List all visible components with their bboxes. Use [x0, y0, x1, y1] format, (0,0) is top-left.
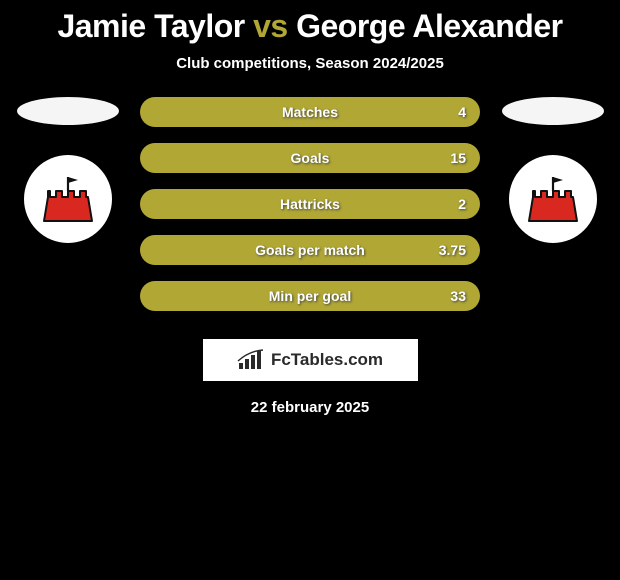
stat-bars: Matches 4 Goals 15 Hattricks 2 Goals per…	[140, 97, 480, 311]
player1-name: Jamie Taylor	[57, 8, 244, 44]
brand-text: FcTables.com	[271, 350, 383, 370]
left-column	[15, 97, 120, 243]
brand-main: Tables	[291, 350, 344, 369]
vs-separator: vs	[253, 8, 288, 44]
stat-row-goals: Goals 15	[140, 143, 480, 173]
fort-icon	[523, 169, 583, 229]
page-title: Jamie Taylor vs George Alexander	[0, 0, 620, 45]
stat-label: Matches	[140, 104, 480, 120]
stat-row-min-per-goal: Min per goal 33	[140, 281, 480, 311]
stat-label: Goals per match	[140, 242, 480, 258]
player1-oval	[17, 97, 119, 125]
stat-label: Hattricks	[140, 196, 480, 212]
comparison-area: Matches 4 Goals 15 Hattricks 2 Goals per…	[0, 97, 620, 311]
bar-chart-icon	[237, 349, 267, 371]
stat-value: 2	[458, 196, 466, 212]
stat-value: 4	[458, 104, 466, 120]
player2-name: George Alexander	[296, 8, 562, 44]
player1-club-badge	[24, 155, 112, 243]
brand-prefix: Fc	[271, 350, 291, 369]
fort-icon	[38, 169, 98, 229]
stat-value: 3.75	[439, 242, 466, 258]
stat-row-matches: Matches 4	[140, 97, 480, 127]
player2-club-badge	[509, 155, 597, 243]
player2-oval	[502, 97, 604, 125]
brand-box: FcTables.com	[203, 339, 418, 381]
brand-suffix: .com	[343, 350, 383, 369]
stat-value: 33	[450, 288, 466, 304]
subtitle: Club competitions, Season 2024/2025	[0, 55, 620, 72]
stat-label: Min per goal	[140, 288, 480, 304]
stat-row-goals-per-match: Goals per match 3.75	[140, 235, 480, 265]
date: 22 february 2025	[0, 399, 620, 416]
stat-value: 15	[450, 150, 466, 166]
stat-label: Goals	[140, 150, 480, 166]
right-column	[500, 97, 605, 243]
stat-row-hattricks: Hattricks 2	[140, 189, 480, 219]
